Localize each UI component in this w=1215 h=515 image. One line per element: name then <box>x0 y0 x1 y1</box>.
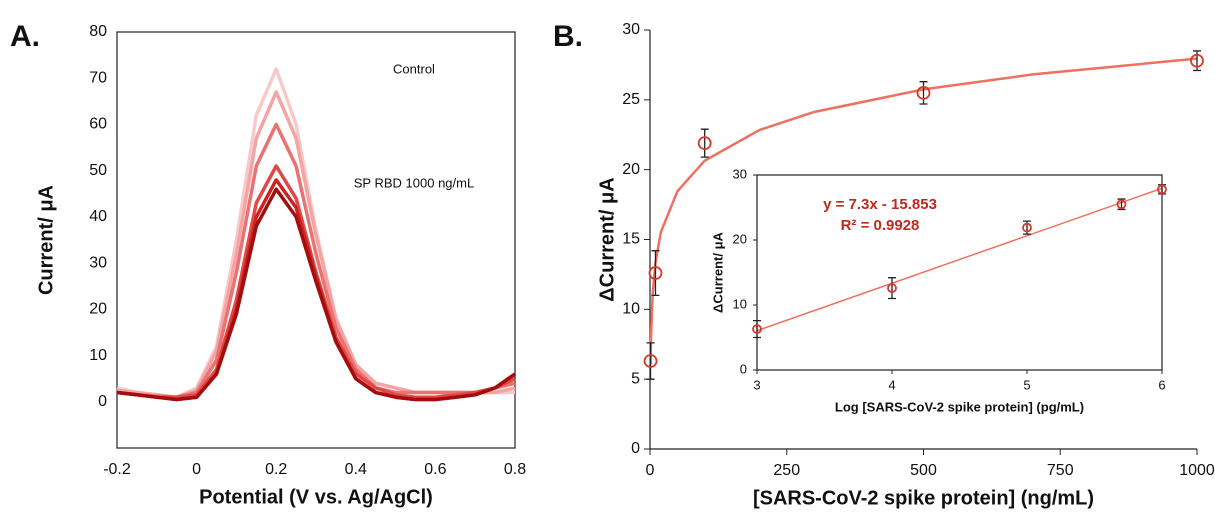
y-tick-label: 0 <box>98 393 107 410</box>
x-tick-label: 3 <box>753 377 760 392</box>
x-tick-label: 6 <box>1158 377 1165 392</box>
y-tick-label: 50 <box>89 162 107 179</box>
data-point <box>887 283 897 294</box>
y-tick-label: 10 <box>733 296 747 311</box>
panel-label: B. <box>553 20 583 53</box>
y-tick-label: 25 <box>622 91 640 108</box>
x-tick-label: 0.8 <box>504 461 526 478</box>
y-tick-label: 60 <box>89 116 107 133</box>
y-tick-label: 70 <box>89 69 107 86</box>
y-tick-label: 40 <box>89 208 107 225</box>
x-axis-label: Log [SARS-CoV-2 spike protein] (pg/mL) <box>835 399 1084 414</box>
error-bar <box>646 342 655 380</box>
y-tick-label: 0 <box>631 440 640 457</box>
y-tick-label: 30 <box>622 21 640 38</box>
x-tick-label: 5 <box>1023 377 1030 392</box>
y-tick-label: 15 <box>622 231 640 248</box>
y-tick-label: 20 <box>733 231 747 246</box>
x-tick-label: 750 <box>1047 462 1074 479</box>
x-tick-label: 0 <box>646 462 655 479</box>
x-tick-label: 250 <box>773 462 800 479</box>
y-tick-label: 20 <box>622 161 640 178</box>
data-point <box>1190 53 1204 68</box>
y-axis-label: ΔCurrent/ μA <box>596 177 618 301</box>
error-bar <box>919 81 928 105</box>
plot-frame <box>756 174 1163 371</box>
y-axis-label: ΔCurrent/ μA <box>710 231 725 312</box>
data-point <box>1157 184 1167 195</box>
y-axis-label: Current/ μA <box>35 185 57 295</box>
x-tick-label: 500 <box>910 462 937 479</box>
data-point <box>1022 222 1032 233</box>
x-axis-label: Potential (V vs. Ag/AgCl) <box>199 486 433 508</box>
error-bar <box>888 277 896 300</box>
curve <box>116 187 517 402</box>
equation: y = 7.3x - 15.853 <box>823 196 937 213</box>
annotation: SP RBD 1000 ng/mL <box>354 175 474 190</box>
error-bar <box>651 250 660 297</box>
error-bar <box>700 128 709 158</box>
fit-curve <box>756 187 1163 332</box>
annotation: Control <box>393 61 435 76</box>
x-tick-label: 0 <box>192 461 201 478</box>
x-tick-label: 0.6 <box>424 461 446 478</box>
fit-curve <box>649 57 1198 365</box>
x-tick-label: 0.4 <box>345 461 367 478</box>
y-tick-label: 30 <box>733 166 747 181</box>
x-tick-label: 4 <box>888 377 895 392</box>
y-tick-label: 30 <box>89 254 107 271</box>
panel-label: A. <box>10 20 40 53</box>
data-point <box>752 324 762 334</box>
y-tick-label: 0 <box>740 361 747 376</box>
y-tick-label: 80 <box>89 23 107 40</box>
r-squared: R² = 0.9928 <box>841 217 920 234</box>
data-point <box>697 136 712 151</box>
y-tick-label: 10 <box>622 301 640 318</box>
y-tick-label: 20 <box>89 301 107 318</box>
x-tick-label: -0.2 <box>103 461 131 478</box>
data-point <box>643 354 658 368</box>
data-point <box>1116 199 1127 210</box>
x-tick-label: 1000 <box>1179 462 1215 479</box>
error-bar <box>753 319 761 339</box>
data-point <box>916 85 931 100</box>
y-tick-label: 5 <box>631 370 640 387</box>
x-axis-label: [SARS-CoV-2 spike protein] (ng/mL) <box>753 487 1094 509</box>
y-tick-label: 10 <box>89 347 107 364</box>
x-tick-label: 0.2 <box>265 461 287 478</box>
data-point <box>648 266 663 280</box>
